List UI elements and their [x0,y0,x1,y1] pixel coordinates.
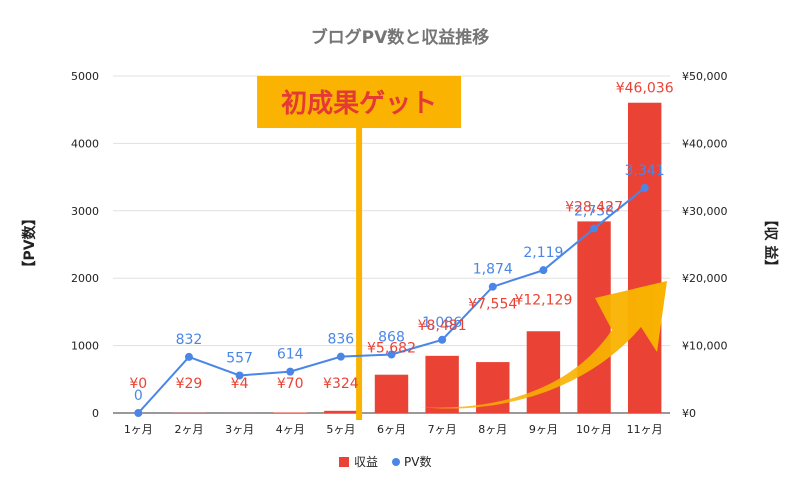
x-tick-label: 11ヶ月 [627,423,663,436]
revenue-bar [627,102,662,414]
left-tick-label: 4000 [71,137,99,150]
right-tick-label: ¥30,000 [682,205,728,218]
first-result-banner-text: 初成果ゲット [281,89,437,119]
revenue-bar [324,410,358,413]
pv-line [134,183,649,417]
revenue-bar [425,355,459,413]
left-tick-label: 3000 [71,205,99,218]
right-axis-ticks: ¥0 ¥10,000 ¥20,000 ¥30,000 ¥40,000 ¥50,000 [682,70,728,420]
growth-arrow [418,281,667,409]
x-tick-label: 6ヶ月 [377,423,406,436]
revenue-value-label: ¥7,554 [468,297,517,313]
pv-value-label: 868 [378,329,405,345]
revenue-value-label: ¥5,682 [367,340,416,356]
pv-value-label: 832 [176,332,203,348]
pv-value-label: 1,086 [422,315,462,331]
left-axis-ticks: 0 1000 2000 3000 4000 5000 [71,70,99,420]
x-tick-label: 5ヶ月 [326,423,355,436]
x-axis-ticks: 1ヶ月 2ヶ月 3ヶ月 4ヶ月 5ヶ月 6ヶ月 7ヶ月 8ヶ月 9ヶ月 10ヶ月 11ヶ月 [124,423,663,436]
legend: 収益 PV数 [339,454,431,469]
revenue-value-label: ¥12,129 [514,292,572,308]
legend-revenue-swatch [339,457,349,467]
revenue-bar [526,331,561,413]
pv-point [438,335,447,344]
right-tick-label: ¥50,000 [682,70,728,83]
pv-value-label: 2,738 [574,203,614,219]
x-tick-label: 2ヶ月 [174,423,203,436]
left-tick-label: 1000 [71,340,99,353]
pv-value-label: 3,341 [625,163,665,179]
first-result-marker: 初成果ゲット [257,76,462,420]
right-tick-label: ¥40,000 [682,137,728,150]
pv-point [488,282,497,291]
x-tick-label: 3ヶ月 [225,423,254,436]
left-tick-label: 2000 [71,272,99,285]
pv-value-label: 1,874 [473,262,513,278]
x-tick-label: 1ヶ月 [124,423,153,436]
revenue-value-label: ¥70 [277,376,304,392]
legend-pv-label: PV数 [404,454,431,469]
revenue-value-label: ¥29 [176,376,203,392]
right-axis-title: 【収 益】 [762,213,779,274]
pv-point [539,266,548,275]
pv-point [336,352,345,361]
legend-pv-swatch [392,458,400,466]
x-tick-label: 9ヶ月 [529,423,558,436]
right-tick-label: ¥10,000 [682,340,728,353]
revenue-value-label: ¥0 [129,376,147,392]
left-tick-label: 5000 [71,70,99,83]
pv-point [286,367,295,376]
pv-value-label: 614 [277,347,304,363]
right-tick-label: ¥0 [682,407,696,420]
left-tick-label: 0 [92,407,99,420]
x-tick-label: 10ヶ月 [576,423,612,436]
pv-point [184,352,193,361]
revenue-value-label: ¥46,036 [616,81,674,97]
revenue-value-label: ¥28,427 [565,199,623,215]
pv-point [387,350,396,359]
revenue-value-label: ¥8,481 [418,318,467,334]
right-tick-label: ¥20,000 [682,272,728,285]
pv-point [134,409,143,417]
revenue-value-label: ¥324 [323,376,359,392]
revenue-bar [577,221,611,413]
pv-value-label: 0 [134,388,143,404]
revenue-bar [374,374,409,413]
pv-point [640,183,649,192]
revenue-bars [172,102,662,414]
data-labels: 0 832 557 614 836 868 1,086 1,874 2,119 2,738 3,34… [129,81,673,404]
pv-point [590,224,599,233]
chart-title: ブログPV数と収益推移 [311,27,490,48]
pv-value-label: 836 [327,332,354,348]
first-result-banner [257,76,462,128]
revenue-value-label: ¥4 [231,376,249,392]
pv-value-label: 2,119 [523,245,563,261]
x-tick-label: 8ヶ月 [478,423,507,436]
left-axis-title: 【PV数】 [21,211,38,274]
legend-revenue-label: 収益 [354,455,378,469]
pv-point [235,371,244,380]
pv-value-label: 557 [226,350,253,366]
x-tick-label: 7ヶ月 [428,423,457,436]
x-tick-label: 4ヶ月 [276,423,305,436]
